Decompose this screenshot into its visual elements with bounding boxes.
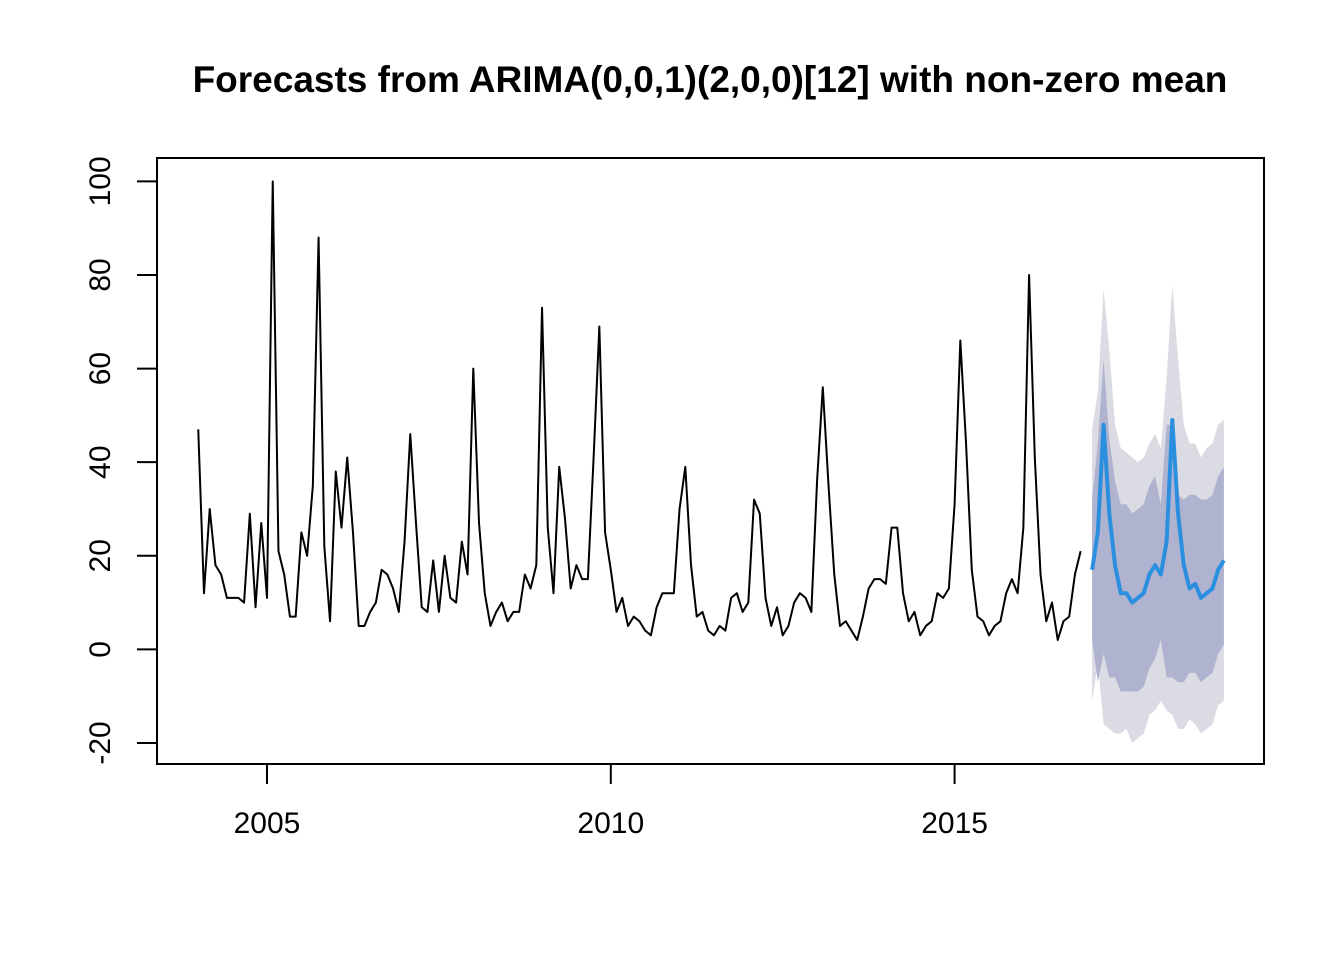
y-axis: -20 0 20 40 60 80 100 (84, 156, 158, 765)
forecast-mean-line (1090, 418, 1226, 605)
x-tick-label: 2005 (234, 807, 301, 840)
x-tick-label: 2010 (577, 807, 644, 840)
y-tick-label: 40 (84, 445, 117, 478)
y-tick-label: 80 (84, 258, 117, 291)
forecast-mean-series (1090, 418, 1226, 605)
forecast-80-interval-band (1092, 359, 1224, 692)
band-80-area (1092, 359, 1224, 692)
chart-title: Forecasts from ARIMA(0,0,1)(2,0,0)[12] w… (193, 59, 1228, 100)
x-axis: 2005 2010 2015 (234, 763, 988, 840)
y-tick-label: 60 (84, 352, 117, 385)
x-tick-label: 2015 (921, 807, 988, 840)
y-tick-label: 100 (84, 156, 117, 206)
y-tick-label: 20 (84, 539, 117, 572)
y-tick-label: 0 (84, 641, 117, 658)
observed-line (197, 180, 1082, 641)
observed-series (197, 180, 1082, 641)
y-tick-label: -20 (84, 721, 117, 764)
